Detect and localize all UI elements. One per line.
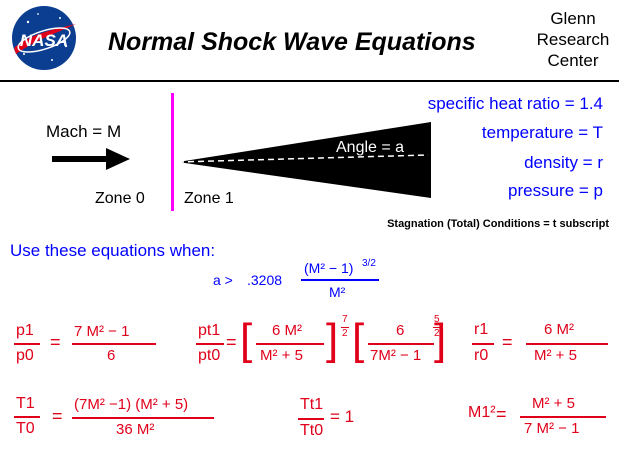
density-equation: r1 r0 = 6 M² M² + 5 xyxy=(472,318,612,372)
wedge xyxy=(177,122,431,198)
total-pressure-equation: pt1 pt0 = [ 6 M² M² + 5 ] 7 2 [ 6 7M² − … xyxy=(196,314,447,364)
total-pressure-f2-exp-num: 5 xyxy=(434,314,440,325)
center-name: Glenn Research Center xyxy=(530,8,616,71)
header-divider xyxy=(0,80,619,82)
stagnation-note: Stagnation (Total) Conditions = t subscr… xyxy=(387,218,609,230)
downstream-mach-lhs: M1² xyxy=(468,404,496,421)
density-lhs-den: r0 xyxy=(474,347,489,364)
density-rhs-den: M² + 5 xyxy=(534,347,577,364)
nasa-logo-text: NASA xyxy=(20,31,68,50)
total-temperature-lhs-den: Tt0 xyxy=(300,422,324,439)
condition-lhs: a > xyxy=(213,272,233,288)
total-pressure-f1-exp-den: 2 xyxy=(342,328,348,339)
center-name-line-1: Glenn xyxy=(550,9,596,28)
temperature-equation: T1 T0 = (7M² −1) (M² + 5) 36 M² xyxy=(14,392,224,446)
condition-inequality: a > .3208 (M² − 1) 3/2 M² xyxy=(205,258,425,308)
temperature-rhs-num: (7M² −1) (M² + 5) xyxy=(74,396,189,413)
property-density: density = r xyxy=(524,153,603,172)
total-pressure-lhs-den: pt0 xyxy=(198,347,221,364)
condition-denominator: M² xyxy=(329,284,346,300)
condition-fraction-bar xyxy=(301,279,379,281)
angle-label: Angle = a xyxy=(336,139,405,156)
page-title: Normal Shock Wave Equations xyxy=(108,28,476,56)
density-lhs-num: r1 xyxy=(474,321,489,338)
condition-coefficient: .3208 xyxy=(247,272,283,288)
center-name-line-2: Research xyxy=(536,30,610,49)
zone0-label: Zone 0 xyxy=(95,190,145,207)
mach-label: Mach = M xyxy=(46,122,122,141)
flow-arrow-icon xyxy=(52,148,130,170)
total-temperature-rhs: = 1 xyxy=(330,407,355,426)
temperature-rhs-den: 36 M² xyxy=(116,421,155,438)
pressure-rhs-den: 6 xyxy=(107,347,116,364)
wedge-shape xyxy=(178,122,431,198)
total-pressure-lhs-num: pt1 xyxy=(198,322,221,339)
total-pressure-f2-num: 6 xyxy=(396,322,405,339)
condition-exponent: 3/2 xyxy=(362,258,376,269)
pressure-rhs-num: 7 M² − 1 xyxy=(74,323,130,340)
conditions-heading: Use these equations when: xyxy=(10,241,216,260)
downstream-mach-rhs-den: 7 M² − 1 xyxy=(524,420,580,437)
total-temperature-lhs-num: Tt1 xyxy=(300,396,324,413)
density-rhs-num: 6 M² xyxy=(544,321,574,338)
normal-shock-line xyxy=(171,93,174,211)
downstream-mach-rhs-num: M² + 5 xyxy=(532,395,575,412)
total-pressure-f2-exp-den: 2 xyxy=(434,328,440,339)
pressure-lhs-num: p1 xyxy=(16,322,34,339)
pressure-lhs-den: p0 xyxy=(16,347,34,364)
wedge-centerline xyxy=(177,154,429,163)
center-name-line-3: Center xyxy=(547,51,599,70)
total-pressure-f2-den: 7M² − 1 xyxy=(370,347,422,364)
pressure-equation: p1 p0 = 7 M² − 1 6 xyxy=(14,320,164,370)
zone1-label: Zone 1 xyxy=(184,190,234,207)
temperature-lhs-den: T0 xyxy=(16,420,35,437)
downstream-mach-equation: M1² = M² + 5 7 M² − 1 xyxy=(466,392,614,446)
property-temperature: temperature = T xyxy=(481,123,603,142)
nasa-logo: NASA xyxy=(12,6,76,70)
property-gamma: specific heat ratio = 1.4 xyxy=(427,94,603,113)
total-pressure-f1-num: 6 M² xyxy=(272,322,302,339)
total-temperature-equation: Tt1 Tt0 = 1 xyxy=(298,394,378,448)
total-pressure-f1-exp-num: 7 xyxy=(342,314,348,325)
total-pressure-f1-den: M² + 5 xyxy=(260,347,303,364)
property-pressure: pressure = p xyxy=(508,181,603,200)
condition-numerator: (M² − 1) xyxy=(304,260,354,276)
temperature-lhs-num: T1 xyxy=(16,395,35,412)
